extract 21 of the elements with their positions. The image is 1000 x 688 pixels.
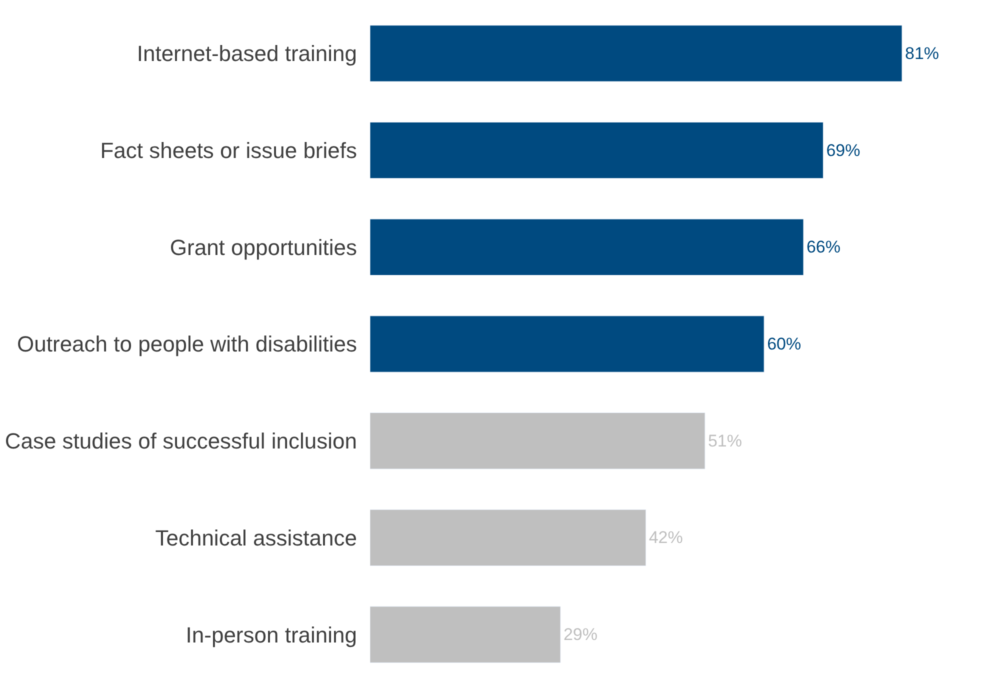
data-label: 60%: [767, 334, 802, 354]
bar: [370, 122, 824, 179]
bar: [370, 509, 646, 566]
bar: [370, 218, 804, 276]
y-tick-label: Grant opportunities: [170, 234, 357, 260]
y-tick-label: Case studies of successful inclusion: [4, 428, 357, 454]
data-label: 42%: [648, 528, 683, 548]
bar: [370, 316, 764, 372]
data-label: 81%: [905, 44, 940, 63]
data-label: 69%: [826, 140, 860, 160]
y-tick-label: Technical assistance: [155, 525, 357, 550]
bar: [370, 412, 706, 470]
y-tick-label: In-person training: [186, 622, 357, 648]
y-tick-label: Fact sheets or issue briefs: [100, 138, 357, 163]
data-label: 66%: [806, 238, 841, 257]
bar: [370, 606, 561, 663]
y-tick-label: Internet-based training: [136, 41, 357, 66]
y-tick-label: Outreach to people with disabilities: [17, 332, 357, 357]
bar: [370, 25, 902, 82]
data-label: 51%: [708, 431, 742, 450]
data-label: 29%: [563, 625, 598, 644]
